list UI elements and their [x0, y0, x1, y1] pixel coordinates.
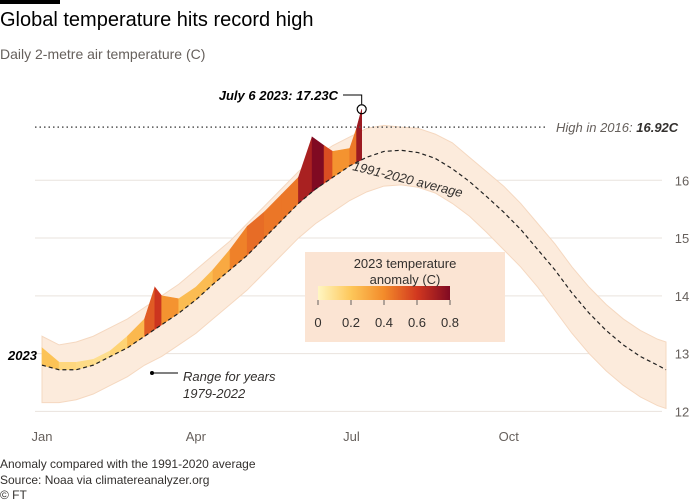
- y-tick-label: 14: [675, 289, 689, 304]
- colorbar-tick-label: 0.8: [441, 315, 459, 330]
- range-pointer-dot: [150, 371, 154, 375]
- x-tick-label: Apr: [186, 429, 207, 444]
- record-value: 16.92C: [636, 120, 679, 135]
- x-tick-label: Oct: [499, 429, 520, 444]
- y-tick-label: 12: [675, 404, 689, 419]
- record-label-text: High in 2016:: [556, 120, 633, 135]
- colorbar-title: 2023 temperature anomaly (C): [353, 256, 457, 287]
- y-tick-label: 15: [675, 231, 689, 246]
- peak-leader: [343, 94, 363, 105]
- average-line: [41, 149, 667, 371]
- colorbar-tick-label: 0.2: [342, 315, 360, 330]
- anomaly-fill: [356, 109, 362, 163]
- chart-title: Global temperature hits record high: [0, 9, 314, 31]
- anomaly-fill: [154, 286, 162, 330]
- anomaly-fill: [311, 136, 325, 193]
- colorbar-tick-label: 0: [314, 315, 321, 330]
- colorbar-bar: [318, 286, 450, 300]
- colorbar-tick-label: 0.6: [408, 315, 426, 330]
- brand-bar: [0, 0, 60, 4]
- y-tick-label: 16: [675, 173, 689, 188]
- range-band: [41, 124, 667, 410]
- x-tick-label: Jan: [32, 429, 53, 444]
- range-label: Range for years 1979-2022: [183, 369, 276, 401]
- chart-subtitle: Daily 2-metre air temperature (C): [0, 46, 205, 62]
- source: Source: Noaa via climatereanalyzer.org: [0, 473, 209, 487]
- peak-marker: [356, 104, 367, 115]
- record-label: High in 2016: 16.92C: [556, 120, 679, 135]
- peak-label: July 6 2023: 17.23C: [219, 88, 339, 103]
- colorbar-tick-label: 0.4: [375, 315, 393, 330]
- series-label: 2023: [7, 348, 38, 363]
- note: Anomaly compared with the 1991-2020 aver…: [0, 457, 256, 471]
- y-tick-label: 13: [675, 347, 689, 362]
- x-tick-label: Jul: [343, 429, 360, 444]
- credit: © FT: [0, 488, 28, 500]
- anomaly-fill: [58, 361, 77, 371]
